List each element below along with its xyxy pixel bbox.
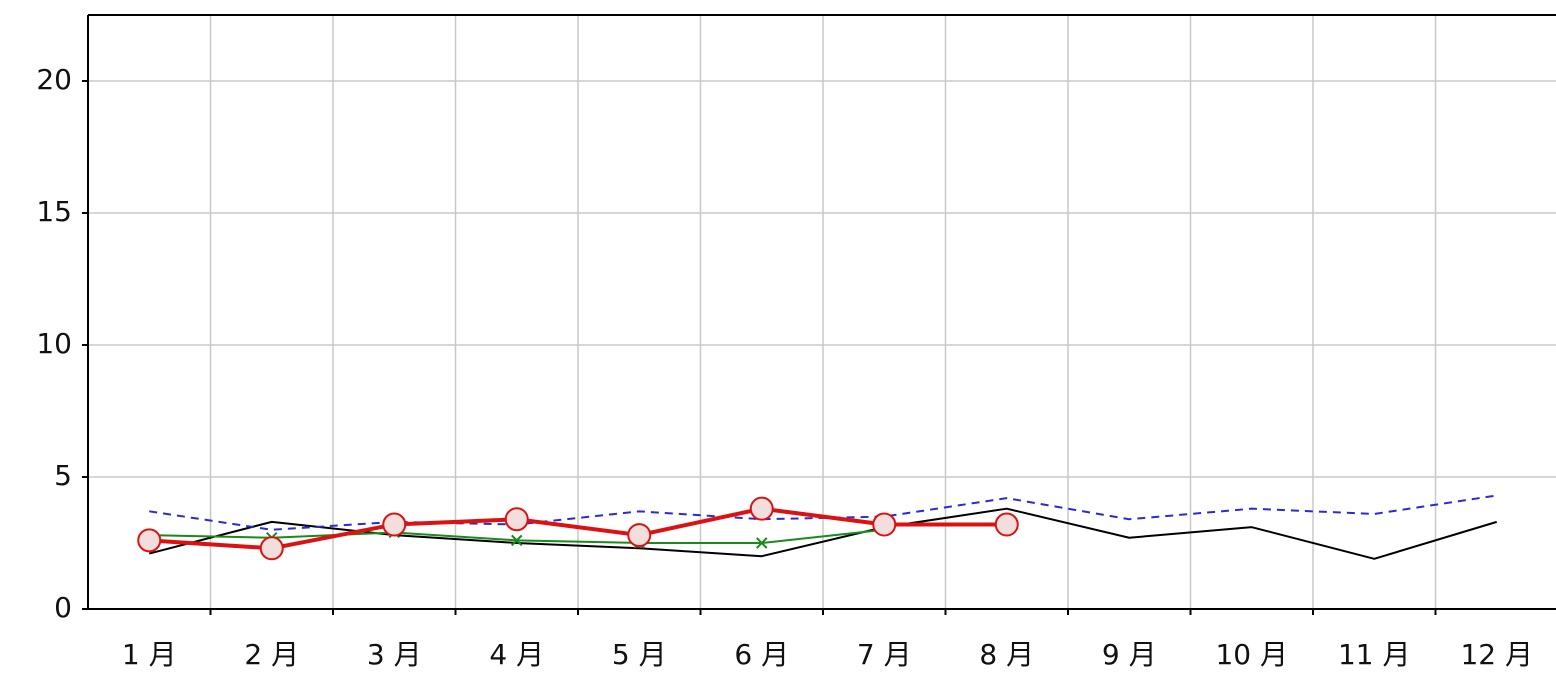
x-tick-label: 3 月 xyxy=(367,638,422,671)
x-tick-label: 10 月 xyxy=(1215,638,1288,671)
x-tick-label: 1 月 xyxy=(122,638,177,671)
point xyxy=(259,536,284,561)
point xyxy=(627,523,652,548)
point xyxy=(382,512,407,537)
x-tick-label: 7 月 xyxy=(857,638,912,671)
grid xyxy=(88,15,1556,610)
x-tick-label: 2 月 xyxy=(244,638,299,671)
point xyxy=(994,512,1019,537)
y-tick-label: 5 xyxy=(54,459,72,492)
point xyxy=(137,528,162,553)
x-tick-label: 9 月 xyxy=(1102,638,1157,671)
y-tick-label: 10 xyxy=(36,327,72,360)
point xyxy=(749,496,774,521)
y-tick-label: 0 xyxy=(54,591,72,624)
x-tick-label: 4 月 xyxy=(489,638,544,671)
y-tick-label: 15 xyxy=(36,195,72,228)
point xyxy=(872,512,897,537)
point xyxy=(511,534,523,547)
x-tick-label: 11 月 xyxy=(1338,638,1411,671)
x-tick-label: 6 月 xyxy=(734,638,789,671)
series-line xyxy=(149,506,1007,551)
x-tick-label: 5 月 xyxy=(612,638,667,671)
x-tick-label: 12 月 xyxy=(1460,638,1533,671)
y-tick-label: 20 xyxy=(36,63,72,96)
point xyxy=(756,537,768,549)
point xyxy=(504,507,529,532)
x-tick-label: 8 月 xyxy=(979,638,1034,671)
